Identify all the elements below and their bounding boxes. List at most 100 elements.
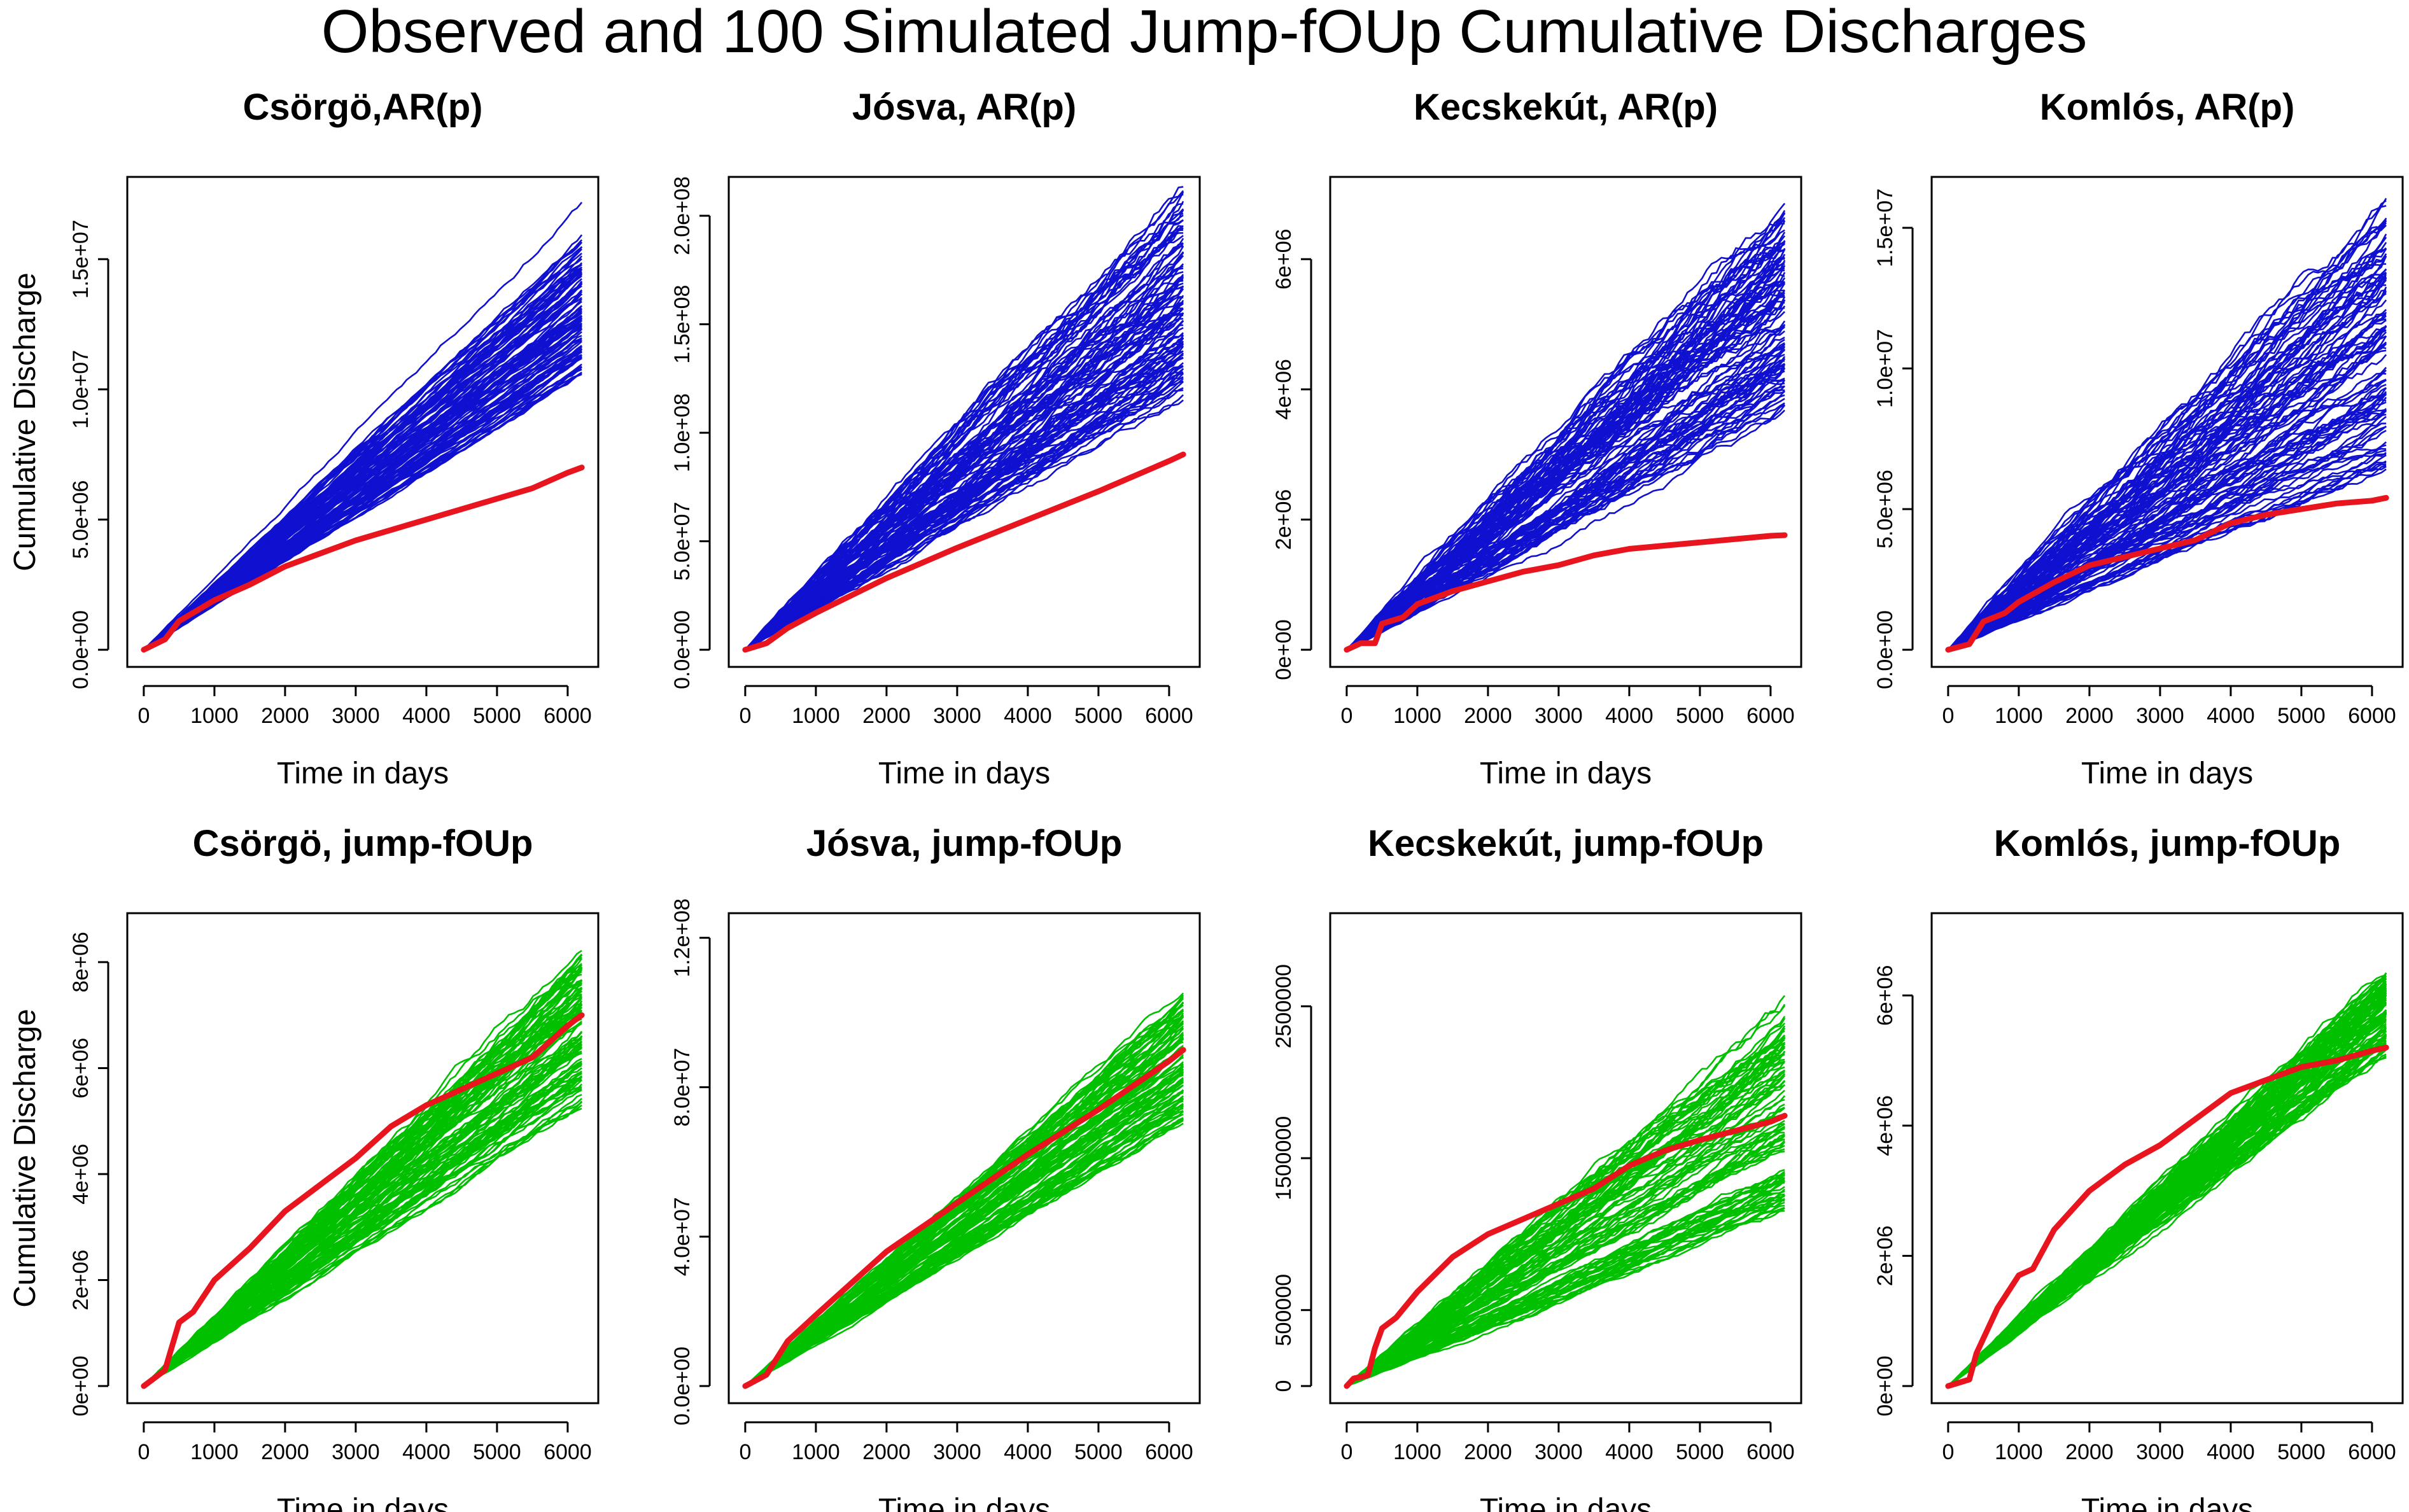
x-tick-label: 1000 [1393,1440,1442,1464]
y-axis: 0.0e+00 4.0e+07 8.0e+07 1.2e+08 [670,899,711,1425]
simulated-series-group [1947,972,2387,1387]
plot-frame [727,176,1201,668]
y-tick-label: 2e+06 [1272,489,1296,550]
simulated-path-92 [143,968,582,1387]
plot-frame [1329,912,1802,1404]
simulated-path-93 [745,346,1184,651]
y-tick-label: 0.0e+00 [69,610,93,689]
simulated-series-group [744,186,1184,651]
simulated-path-57 [1948,1044,2387,1387]
x-tick-label: 0 [1340,1440,1352,1464]
simulated-path-94 [1346,281,1785,651]
y-axis-label: Cumulative Discharge [8,272,42,571]
simulated-path-90 [745,242,1184,650]
x-tick-label: 4000 [402,704,451,728]
simulated-path-71 [1947,218,2387,650]
x-tick-label: 2000 [261,1440,309,1464]
simulated-series-group [143,949,583,1387]
x-tick-label: 5000 [473,704,521,728]
simulated-path-80 [1346,257,1785,650]
y-axis: 0e+00 2e+06 4e+06 6e+06 [1873,965,1914,1417]
simulated-path-89 [1948,222,2387,650]
y-tick-label: 5.0e+07 [670,502,694,581]
x-axis-label: Time in days [1480,1493,1652,1512]
x-tick-label: 3000 [1535,1440,1583,1464]
simulated-path-96 [1948,978,2387,1387]
y-tick-label: 0e+00 [1272,619,1296,680]
y-tick-label: 0e+00 [69,1355,93,1417]
x-tick-label: 0 [1340,704,1352,728]
simulated-path-83 [1346,1084,1786,1387]
simulated-path-98 [745,1015,1184,1387]
simulated-path-65 [744,227,1184,650]
x-tick-label: 6000 [544,704,592,728]
simulated-path-97 [1346,219,1785,650]
y-tick-label: 1.2e+08 [670,899,694,977]
chart-title: Komlós, AR(p) [2040,87,2295,128]
plot-frame [126,912,600,1404]
simulated-path-98 [1948,1012,2387,1387]
x-tick-label: 5000 [473,1440,521,1464]
x-tick-label: 0 [739,704,751,728]
simulated-path-63 [744,202,1184,650]
x-tick-label: 4000 [1605,704,1654,728]
x-tick-label: 1000 [792,1440,840,1464]
chart-panel-2: Jósva, AR(p) 0 1000 2000 3000 4000 5000 6000 Tim… [670,87,1201,790]
y-tick-label: 2500000 [1272,964,1296,1048]
x-tick-label: 4000 [1004,1440,1052,1464]
x-tick-label: 3000 [2136,1440,2184,1464]
x-tick-label: 0 [137,1440,150,1464]
simulated-path-99 [1948,329,2387,651]
simulated-path-83 [143,239,583,650]
x-axis: 0 1000 2000 3000 4000 5000 6000 Time in days [1340,685,1795,790]
y-tick-label: 0.0e+00 [670,1347,694,1425]
simulated-path-76 [1346,381,1785,651]
chart-panel-4: Komlós, AR(p) 0 1000 2000 3000 4000 5000 6000 Ti… [1873,87,2404,790]
x-axis: 0 1000 2000 3000 4000 5000 6000 Time in days [1942,1421,2396,1512]
x-axis: 0 1000 2000 3000 4000 5000 6000 Time in days [739,1421,1193,1512]
y-tick-label: 4e+06 [1873,1095,1897,1156]
x-tick-label: 2000 [2065,1440,2114,1464]
simulated-path-1 [1947,220,2387,650]
plot-frame [1329,176,1802,668]
y-tick-label: 4.0e+07 [670,1197,694,1276]
x-tick-label: 2000 [862,1440,911,1464]
y-tick-label: 0.0e+00 [670,610,694,689]
y-tick-label: 500000 [1272,1274,1296,1346]
chart-title: Komlós, jump-fOUp [1994,823,2341,864]
simulated-path-86 [745,263,1184,651]
chart-title: Csörgö, jump-fOUp [193,823,533,864]
simulated-series-group [1346,995,1786,1387]
simulated-path-95 [143,241,583,650]
simulated-path-1 [143,202,583,650]
simulated-path-71 [744,186,1184,650]
chart-title: Jósva, AR(p) [852,87,1076,128]
x-tick-label: 2000 [1464,1440,1512,1464]
x-axis: 0 1000 2000 3000 4000 5000 6000 Time in days [137,1421,592,1512]
x-tick-label: 1000 [190,704,239,728]
x-tick-label: 5000 [1676,704,1724,728]
plot-frame [1930,912,2404,1404]
y-axis-label: Cumulative Discharge [8,1009,42,1308]
observed-series-line [1945,1044,2389,1389]
simulated-path-97 [1948,426,2387,651]
simulated-path-99 [143,283,583,650]
simulated-path-95 [745,274,1184,650]
y-tick-label: 4e+06 [1272,359,1296,420]
simulated-path-97 [1346,1060,1785,1387]
x-tick-label: 2000 [261,704,309,728]
x-tick-label: 3000 [332,704,380,728]
chart-title: Csörgö,AR(p) [243,87,483,128]
chart-panel-3: Kecskekút, AR(p) 0 1000 2000 3000 4000 5000 600… [1272,87,1802,790]
x-axis: 0 1000 2000 3000 4000 5000 6000 Time in days [137,685,592,790]
x-tick-label: 3000 [933,1440,981,1464]
x-tick-label: 0 [1942,704,1954,728]
x-tick-label: 4000 [2207,1440,2255,1464]
x-tick-label: 2000 [1464,704,1512,728]
x-tick-label: 4000 [2207,704,2255,728]
simulated-path-97 [745,387,1184,651]
x-tick-label: 6000 [2348,1440,2396,1464]
x-axis-label: Time in days [2081,1493,2253,1512]
simulated-path-98 [1346,391,1785,651]
